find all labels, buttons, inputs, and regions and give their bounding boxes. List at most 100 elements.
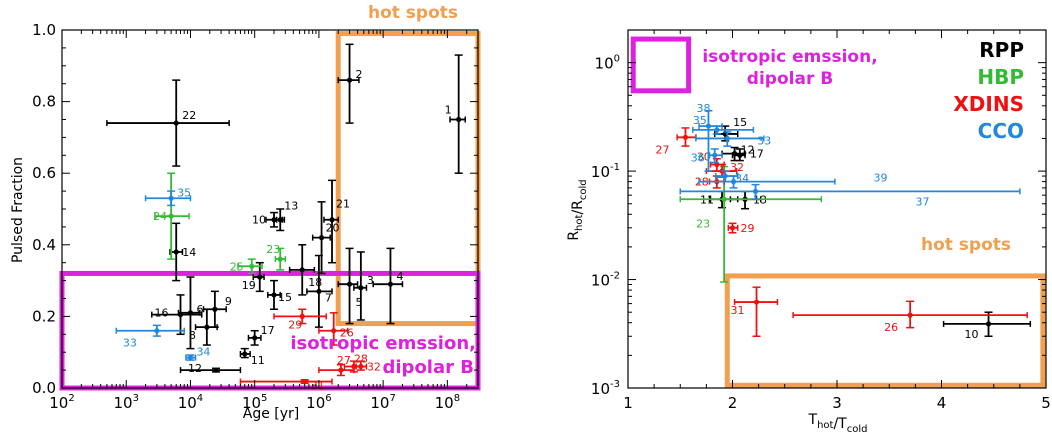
left-marker-27 <box>338 367 344 373</box>
left-label-17: 17 <box>261 324 275 337</box>
left-label-31: 31 <box>311 380 325 393</box>
left-marker-9 <box>212 306 218 312</box>
right-label-33: 33 <box>757 134 771 147</box>
left-isotropic-label-line2: dipolar B <box>383 357 475 378</box>
right-marker-31 <box>753 299 760 305</box>
left-x-tick-label: 102 <box>49 393 74 412</box>
legend-entry-hbp: HBP <box>977 65 1024 89</box>
left-y-tick-label: 0.4 <box>32 236 56 254</box>
legend-entry-rpp: RPP <box>979 38 1024 62</box>
right-isotropic-label-line2: dipolar B <box>747 69 833 89</box>
left-label-3: 3 <box>367 274 374 287</box>
right-point-38: 38 <box>696 102 723 172</box>
right-marker-29 <box>729 225 736 231</box>
left-label-21: 21 <box>336 198 350 211</box>
left-data-points: 1234567891011121314151617181920212223242… <box>106 43 467 393</box>
left-point-27: 27 <box>318 354 355 377</box>
right-point-23: 23 <box>679 165 823 283</box>
right-label-29: 29 <box>741 222 755 235</box>
left-marker-16 <box>177 312 184 318</box>
left-x-tick-label: 106 <box>306 393 331 412</box>
left-y-tick-label: 1.0 <box>32 21 56 39</box>
left-point-7: 7 <box>306 254 333 328</box>
left-label-2: 2 <box>356 68 363 81</box>
right-label-17: 17 <box>750 147 764 160</box>
left-label-24: 24 <box>153 210 167 223</box>
right-y-tick-label: 10-3 <box>591 379 620 398</box>
right-x-tick-label: 5 <box>1041 394 1051 412</box>
left-label-8: 8 <box>189 329 196 342</box>
left-point-26: 26 <box>318 312 354 346</box>
right-legend: RPP HBP XDINS CCO <box>953 38 1024 143</box>
left-label-4: 4 <box>396 270 403 283</box>
left-point-21: 21 <box>323 179 350 264</box>
right-label-34: 34 <box>735 172 749 185</box>
left-label-25: 25 <box>230 260 244 273</box>
right-label-30: 30 <box>697 151 711 164</box>
left-marker-35 <box>168 195 174 201</box>
right-label-38: 38 <box>696 102 710 115</box>
right-label-32: 32 <box>730 161 744 174</box>
left-point-11: 11 <box>239 347 265 367</box>
legend-entry-cco: CCO <box>978 119 1024 143</box>
right-label-12: 12 <box>741 144 755 157</box>
right-label-26: 26 <box>884 321 898 334</box>
left-label-28: 28 <box>354 353 368 366</box>
right-marker-36 <box>712 152 718 158</box>
left-marker-26 <box>331 328 337 334</box>
left-point-35: 35 <box>144 186 192 207</box>
left-marker-8 <box>204 324 210 330</box>
right-xlabel: Thot/Tcold <box>808 412 868 435</box>
left-marker-19 <box>257 274 263 280</box>
left-label-32: 32 <box>367 361 381 374</box>
left-label-26: 26 <box>340 327 354 340</box>
right-label-39: 39 <box>874 172 888 185</box>
left-point-5: 5 <box>337 247 363 325</box>
left-label-22: 22 <box>182 109 196 122</box>
left-point-13: 13 <box>275 200 298 232</box>
right-y-tick-label: 10-1 <box>591 162 620 181</box>
left-x-tick-label: 104 <box>178 393 203 412</box>
left-marker-21 <box>329 217 335 223</box>
left-point-18: 18 <box>288 244 322 296</box>
left-point-10: 10 <box>252 211 284 228</box>
left-label-29: 29 <box>288 318 302 331</box>
left-label-15: 15 <box>278 291 292 304</box>
right-x-tick-label: 3 <box>832 394 842 412</box>
left-label-6: 6 <box>196 303 203 316</box>
left-label-35: 35 <box>177 186 191 199</box>
left-point-15: 15 <box>267 279 292 310</box>
left-label-12: 12 <box>188 362 202 375</box>
right-label-37: 37 <box>915 195 929 208</box>
left-x-tick-label: 107 <box>370 393 395 412</box>
left-marker-34 <box>187 354 194 361</box>
left-marker-32 <box>358 363 364 370</box>
right-y-tick-label: 10-2 <box>591 271 620 290</box>
right-region-labels: isotropic emssion,dipolar B hot spots <box>702 47 1011 255</box>
right-point-36: 36 <box>691 148 723 164</box>
left-point-2: 2 <box>337 43 363 124</box>
right-marker-39 <box>730 179 737 185</box>
right-x-tick-label: 2 <box>728 394 738 412</box>
left-label-33: 33 <box>123 337 137 350</box>
left-marker-28 <box>351 363 357 370</box>
right-data-points: 1011121315172326272829303132333435363738… <box>655 102 1032 341</box>
left-y-tick-label: 0.8 <box>32 93 56 111</box>
left-label-11: 11 <box>251 354 265 367</box>
right-point-15: 15 <box>713 116 747 142</box>
left-point-33: 33 <box>115 324 185 350</box>
left-marker-11 <box>242 351 248 357</box>
left-marker-1 <box>456 116 462 123</box>
right-point-33: 33 <box>695 131 771 147</box>
left-label-9: 9 <box>225 295 232 308</box>
left-label-18: 18 <box>308 276 322 289</box>
left-marker-29 <box>299 313 305 319</box>
left-marker-7 <box>316 288 322 294</box>
left-point-23: 23 <box>266 243 287 271</box>
left-marker-23 <box>277 256 283 262</box>
left-marker-4 <box>387 281 394 287</box>
left-point-25: 25 <box>230 258 263 275</box>
left-marker-13 <box>277 217 283 223</box>
left-point-29: 29 <box>273 308 327 331</box>
